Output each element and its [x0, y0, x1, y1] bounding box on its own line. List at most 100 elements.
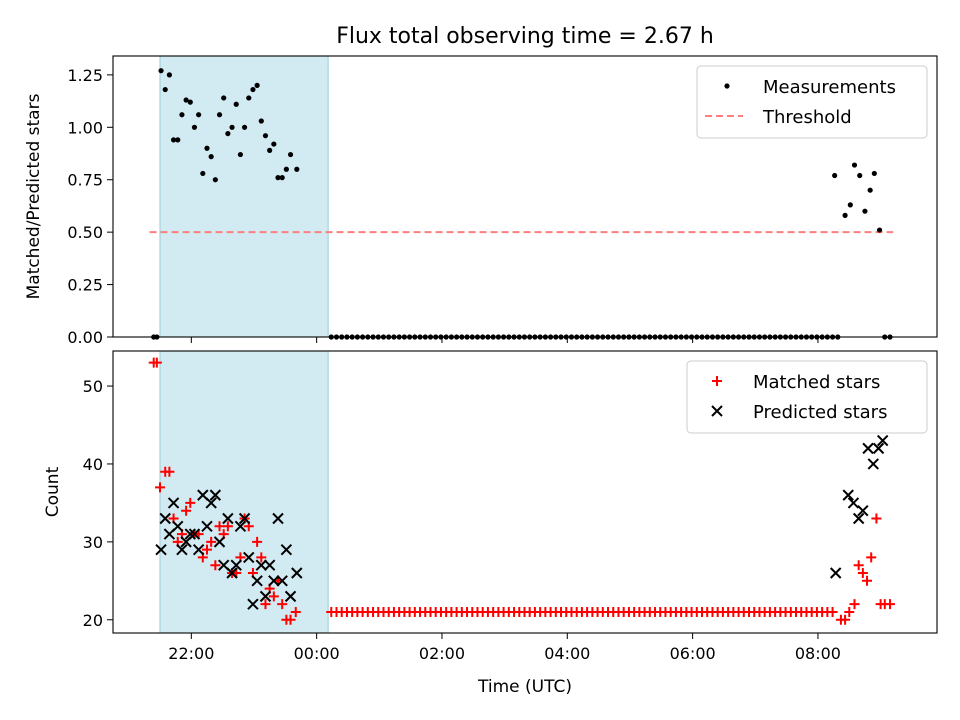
measurement-point	[275, 175, 281, 181]
bottom-xtick-label: 06:00	[670, 644, 716, 663]
predicted-point	[263, 559, 276, 571]
measurement-point	[294, 166, 300, 172]
predicted-point	[251, 575, 263, 587]
measurement-point	[857, 172, 863, 179]
matched-point	[252, 536, 263, 547]
top-frame	[112, 55, 938, 338]
matched-point	[154, 482, 165, 493]
top-legend	[696, 65, 928, 139]
measurement-point	[867, 187, 873, 193]
predicted-point	[847, 497, 860, 509]
matched-point	[885, 599, 896, 610]
bottom-xtick-label: 08:00	[795, 644, 841, 663]
matched-point	[222, 521, 233, 532]
measurement-point	[229, 124, 235, 130]
measurement-point	[250, 86, 256, 93]
matched-point	[164, 466, 175, 477]
predicted-point	[155, 543, 167, 556]
predicted-point	[872, 442, 885, 455]
predicted-point	[255, 559, 268, 571]
matched-point	[268, 591, 279, 602]
matched-point	[181, 505, 192, 516]
measurement-point	[847, 202, 853, 208]
measurement-point	[237, 151, 244, 158]
matched-point	[185, 497, 196, 508]
matched-point	[862, 575, 873, 586]
bottom-xlabel: Time (UTC)	[477, 677, 572, 697]
predicted-point	[829, 567, 842, 579]
predicted-point	[259, 590, 272, 603]
matched-point	[827, 606, 838, 617]
predicted-point	[234, 520, 247, 532]
predicted-point	[247, 598, 259, 610]
bottom-ytick-label: 50	[83, 377, 103, 396]
matched-point	[871, 513, 882, 524]
bottom-panel: 20 30 40 50 22:00 00:00 02:00 04:00 06:00 08:00 Co…	[43, 350, 938, 697]
predicted-point	[876, 434, 889, 447]
measurement-point	[204, 145, 210, 151]
measurement-point	[262, 133, 269, 139]
measurement-point	[832, 172, 838, 179]
bottom-observing-span	[159, 350, 329, 634]
bottom-legend-label: Matched stars	[753, 372, 880, 393]
predicted-point	[159, 512, 171, 525]
matched-point	[277, 599, 288, 610]
measurement-point	[258, 118, 264, 124]
matched-point	[210, 560, 221, 571]
predicted-point	[852, 512, 865, 525]
measurement-point	[862, 208, 868, 214]
measurement-point	[191, 124, 198, 130]
matched-point	[201, 544, 212, 555]
bottom-ytick-label: 20	[83, 611, 103, 630]
predicted-point	[272, 512, 284, 525]
predicted-point	[167, 497, 180, 509]
measurement-point	[267, 147, 273, 153]
matched-point	[840, 614, 851, 625]
measurement-point	[212, 177, 218, 183]
matched-point	[285, 614, 296, 625]
bottom-xtick-label: 04:00	[544, 644, 590, 663]
measurement-point	[851, 162, 858, 168]
measurement-point	[216, 112, 223, 118]
matched-point	[256, 552, 267, 563]
matched-point	[206, 536, 217, 547]
top-legend-label: Measurements	[763, 77, 896, 98]
predicted-point	[238, 512, 251, 525]
measurement-point	[233, 101, 239, 107]
measurement-point	[225, 130, 231, 137]
measurement-point	[876, 227, 883, 233]
top-panel: 0.00 0.25 0.50 0.75 1.00 1.25 Matched/Predicte…	[24, 55, 938, 347]
top-ytick-label: 0.25	[67, 276, 103, 295]
bottom-xtick-label: 00:00	[294, 644, 340, 663]
predicted-point	[184, 528, 196, 540]
predicted-point	[243, 551, 255, 564]
top-ytick-label: 0.00	[67, 328, 103, 347]
measurement-point	[175, 137, 181, 143]
matched-point	[214, 521, 225, 532]
matched-point	[290, 606, 301, 617]
matched-point	[151, 357, 162, 368]
bottom-ytick-label: 40	[83, 455, 103, 474]
legend-matched-marker	[712, 376, 722, 386]
top-ytick-label: 1.25	[67, 66, 103, 85]
matched-point	[844, 606, 855, 617]
predicted-point	[862, 442, 874, 455]
predicted-point	[226, 567, 238, 579]
bottom-xtick-label: 02:00	[419, 644, 465, 663]
matched-point	[866, 552, 877, 563]
matched-point	[853, 560, 864, 571]
bottom-frame	[112, 350, 938, 634]
bottom-ytick-label: 30	[83, 533, 103, 552]
predicted-point	[276, 575, 288, 587]
measurement-point	[842, 212, 848, 218]
matched-point	[849, 599, 860, 610]
top-ytick-label: 1.00	[67, 118, 103, 137]
measurement-point	[241, 124, 248, 130]
predicted-point	[291, 567, 303, 579]
predicted-point	[222, 512, 234, 525]
predicted-point	[857, 504, 869, 517]
predicted-point	[213, 536, 226, 548]
measurement-point	[254, 82, 260, 88]
predicted-point	[284, 590, 297, 603]
predicted-point	[280, 543, 293, 556]
